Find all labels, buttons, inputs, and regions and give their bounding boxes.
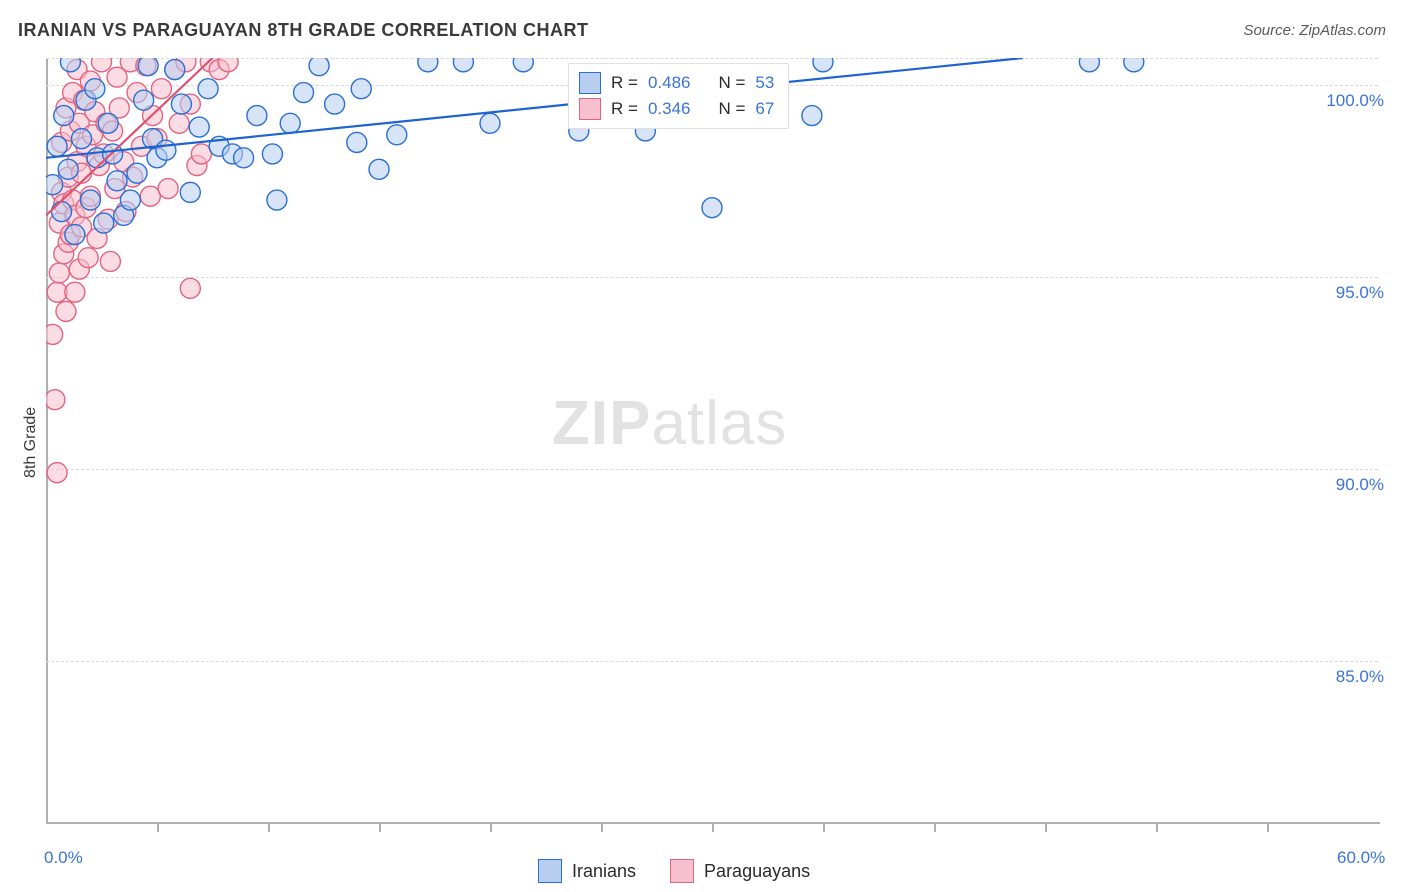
legend-r-label: R =: [611, 96, 638, 122]
legend-label-iranians: Iranians: [572, 861, 636, 882]
legend-r-paraguayans: 0.346: [648, 96, 691, 122]
legend-item-iranians: Iranians: [538, 859, 636, 883]
legend-swatch-iranians: [579, 72, 601, 94]
x-tick-label: 60.0%: [1337, 848, 1385, 868]
x-tick-label: 0.0%: [44, 848, 83, 868]
legend-swatch-paraguayans: [670, 859, 694, 883]
legend-n-iranians: 53: [755, 70, 774, 96]
legend-label-paraguayans: Paraguayans: [704, 861, 810, 882]
legend-item-paraguayans: Paraguayans: [670, 859, 810, 883]
legend-r-iranians: 0.486: [648, 70, 691, 96]
legend-n-label: N =: [718, 96, 745, 122]
legend-n-label: N =: [718, 70, 745, 96]
legend-row-paraguayans: R = 0.346 N = 67: [579, 96, 774, 122]
legend-swatch-iranians: [538, 859, 562, 883]
legend-row-iranians: R = 0.486 N = 53: [579, 70, 774, 96]
legend-correlation-box: R = 0.486 N = 53 R = 0.346 N = 67: [568, 63, 789, 129]
legend-r-label: R =: [611, 70, 638, 96]
legend-n-paraguayans: 67: [755, 96, 774, 122]
scatter-plot: [46, 58, 1378, 822]
y-axis-title: 8th Grade: [22, 407, 40, 478]
legend-swatch-paraguayans: [579, 98, 601, 120]
source-label: Source: ZipAtlas.com: [1243, 22, 1386, 39]
chart-title: IRANIAN VS PARAGUAYAN 8TH GRADE CORRELAT…: [18, 20, 589, 41]
legend-series: Iranians Paraguayans: [538, 859, 810, 883]
chart-container: IRANIAN VS PARAGUAYAN 8TH GRADE CORRELAT…: [0, 0, 1406, 892]
